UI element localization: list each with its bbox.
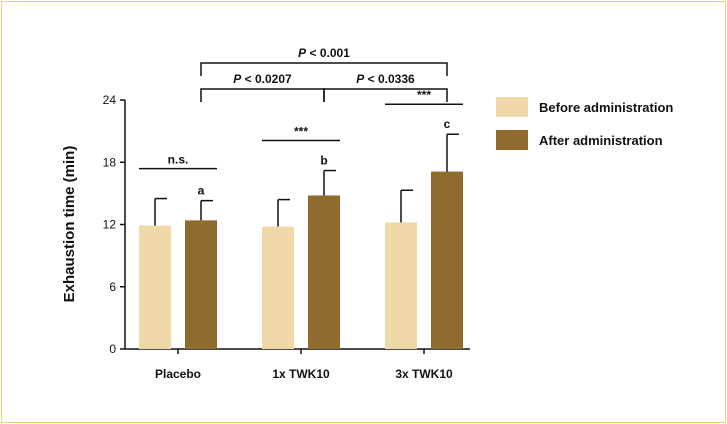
significance-letter: a: [198, 184, 205, 198]
y-axis-label: Exhaustion time (min): [61, 146, 78, 303]
comparison-label: P < 0.0207: [233, 72, 292, 86]
within-group-label: ***: [417, 88, 431, 102]
legend-swatch-after-administration: [496, 130, 528, 150]
comparison-bracket: [200, 62, 448, 76]
y-tick-label: 24: [103, 93, 117, 107]
within-group-label: ***: [294, 125, 308, 139]
comparison-label: P < 0.0336: [356, 72, 415, 86]
comparison-bracket: [200, 88, 325, 102]
y-tick-label: 18: [103, 155, 117, 169]
legend-swatch-before-administration: [496, 97, 528, 117]
annotations: a b c n.s. *** *** P < 0.001 P < 0.0207 P < 0.03…: [139, 46, 463, 198]
comparison-label: P < 0.001: [298, 46, 350, 60]
y-tick-label: 12: [103, 218, 117, 232]
bar-after-administration-placebo: [185, 220, 217, 349]
significance-letter: c: [444, 117, 451, 131]
x-category-label: 3x TWK10: [395, 367, 453, 381]
bars: [139, 133, 463, 349]
within-group-label: n.s.: [168, 153, 189, 167]
legend-label-after-administration: After administration: [539, 133, 663, 148]
bar-after-administration-3x-twk10: [431, 171, 463, 349]
x-category-label: 1x TWK10: [272, 367, 330, 381]
axes: 0 6 12 18 24 Placebo 1x TWK10 3x TWK10: [103, 93, 470, 381]
bar-after-administration-1x-twk10: [308, 195, 340, 349]
bar-before-administration-placebo: [139, 225, 171, 349]
y-tick-label: 6: [109, 280, 116, 294]
bar-before-administration-1x-twk10: [262, 226, 294, 349]
significance-letter: b: [320, 154, 327, 168]
bar-before-administration-3x-twk10: [385, 222, 417, 349]
legend-label-before-administration: Before administration: [539, 100, 673, 115]
comparison-bracket: [323, 88, 448, 102]
y-tick-label: 0: [109, 342, 116, 356]
legend: Before administration After administratio…: [496, 97, 673, 150]
x-category-label: Placebo: [155, 367, 201, 381]
